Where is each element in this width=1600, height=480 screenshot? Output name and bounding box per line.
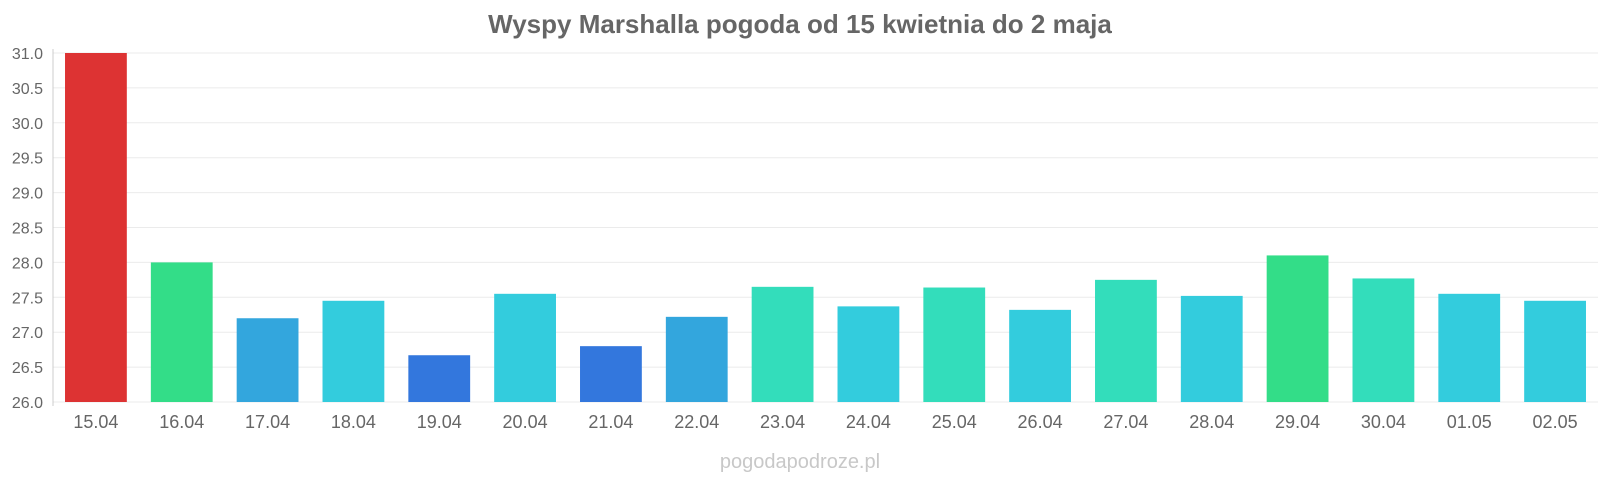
- bar-16.04: [150, 262, 213, 402]
- bar-29.04: [1266, 255, 1329, 402]
- x-tick-label: 29.04: [1275, 412, 1320, 432]
- bar-18.04: [322, 300, 385, 402]
- bar-01.05: [1438, 293, 1501, 402]
- x-tick-label: 01.05: [1447, 412, 1492, 432]
- x-tick-label: 16.04: [159, 412, 204, 432]
- bar-24.04: [837, 306, 900, 402]
- y-tick-label: 29.5: [12, 151, 43, 168]
- bar-22.04: [665, 316, 728, 402]
- y-tick-label: 26.5: [12, 360, 43, 377]
- x-tick-label: 28.04: [1189, 412, 1234, 432]
- y-tick-label: 28.5: [12, 221, 43, 238]
- x-tick-label: 23.04: [760, 412, 805, 432]
- bar-20.04: [494, 293, 556, 402]
- x-tick-label: 22.04: [674, 412, 719, 432]
- y-tick-label: 31.0: [12, 46, 43, 63]
- bar-23.04: [751, 286, 814, 402]
- x-tick-label: 26.04: [1018, 412, 1063, 432]
- x-tick-label: 20.04: [503, 412, 548, 432]
- y-tick-label: 28.0: [12, 255, 43, 272]
- x-tick-label: 17.04: [245, 412, 290, 432]
- y-tick-label: 29.0: [12, 186, 43, 203]
- gridlines: [53, 52, 1598, 403]
- bar-28.04: [1180, 295, 1243, 402]
- chart-title: Wyspy Marshalla pogoda od 15 kwietnia do…: [488, 9, 1112, 39]
- x-tick-label: 27.04: [1103, 412, 1148, 432]
- x-tick-label: 25.04: [932, 412, 977, 432]
- x-tick-label: 15.04: [73, 412, 118, 432]
- bar-25.04: [923, 287, 986, 402]
- x-tick-label: 19.04: [417, 412, 462, 432]
- y-tick-label: 26.0: [12, 395, 43, 412]
- bar-19.04: [408, 355, 471, 402]
- bar-26.04: [1009, 309, 1071, 402]
- x-tick-label: 18.04: [331, 412, 376, 432]
- x-tick-label: 24.04: [846, 412, 891, 432]
- bar-21.04: [580, 346, 642, 402]
- site-credit: pogodapodroze.pl: [720, 451, 880, 473]
- bar-02.05: [1524, 300, 1586, 402]
- x-axis-ticks: 15.04 16.04 17.04 18.04 19.04 20.04 21.04 22.04…: [73, 412, 1577, 432]
- y-tick-label: 27.5: [12, 290, 43, 307]
- bar-30.04: [1352, 278, 1415, 402]
- x-tick-label: 02.05: [1533, 412, 1578, 432]
- bar-15.04: [65, 53, 127, 402]
- bars: [65, 53, 1586, 402]
- y-tick-label: 27.0: [12, 325, 43, 342]
- bar-27.04: [1095, 279, 1157, 402]
- x-tick-label: 30.04: [1361, 412, 1406, 432]
- bar-17.04: [236, 318, 299, 402]
- y-tick-label: 30.5: [12, 81, 43, 98]
- y-tick-label: 30.0: [12, 116, 43, 133]
- y-axis-ticks: 26.0 26.5 27.0 27.5 28.0 28.5 29.0 29.5 30.0 30.5…: [12, 46, 43, 412]
- x-tick-label: 21.04: [588, 412, 633, 432]
